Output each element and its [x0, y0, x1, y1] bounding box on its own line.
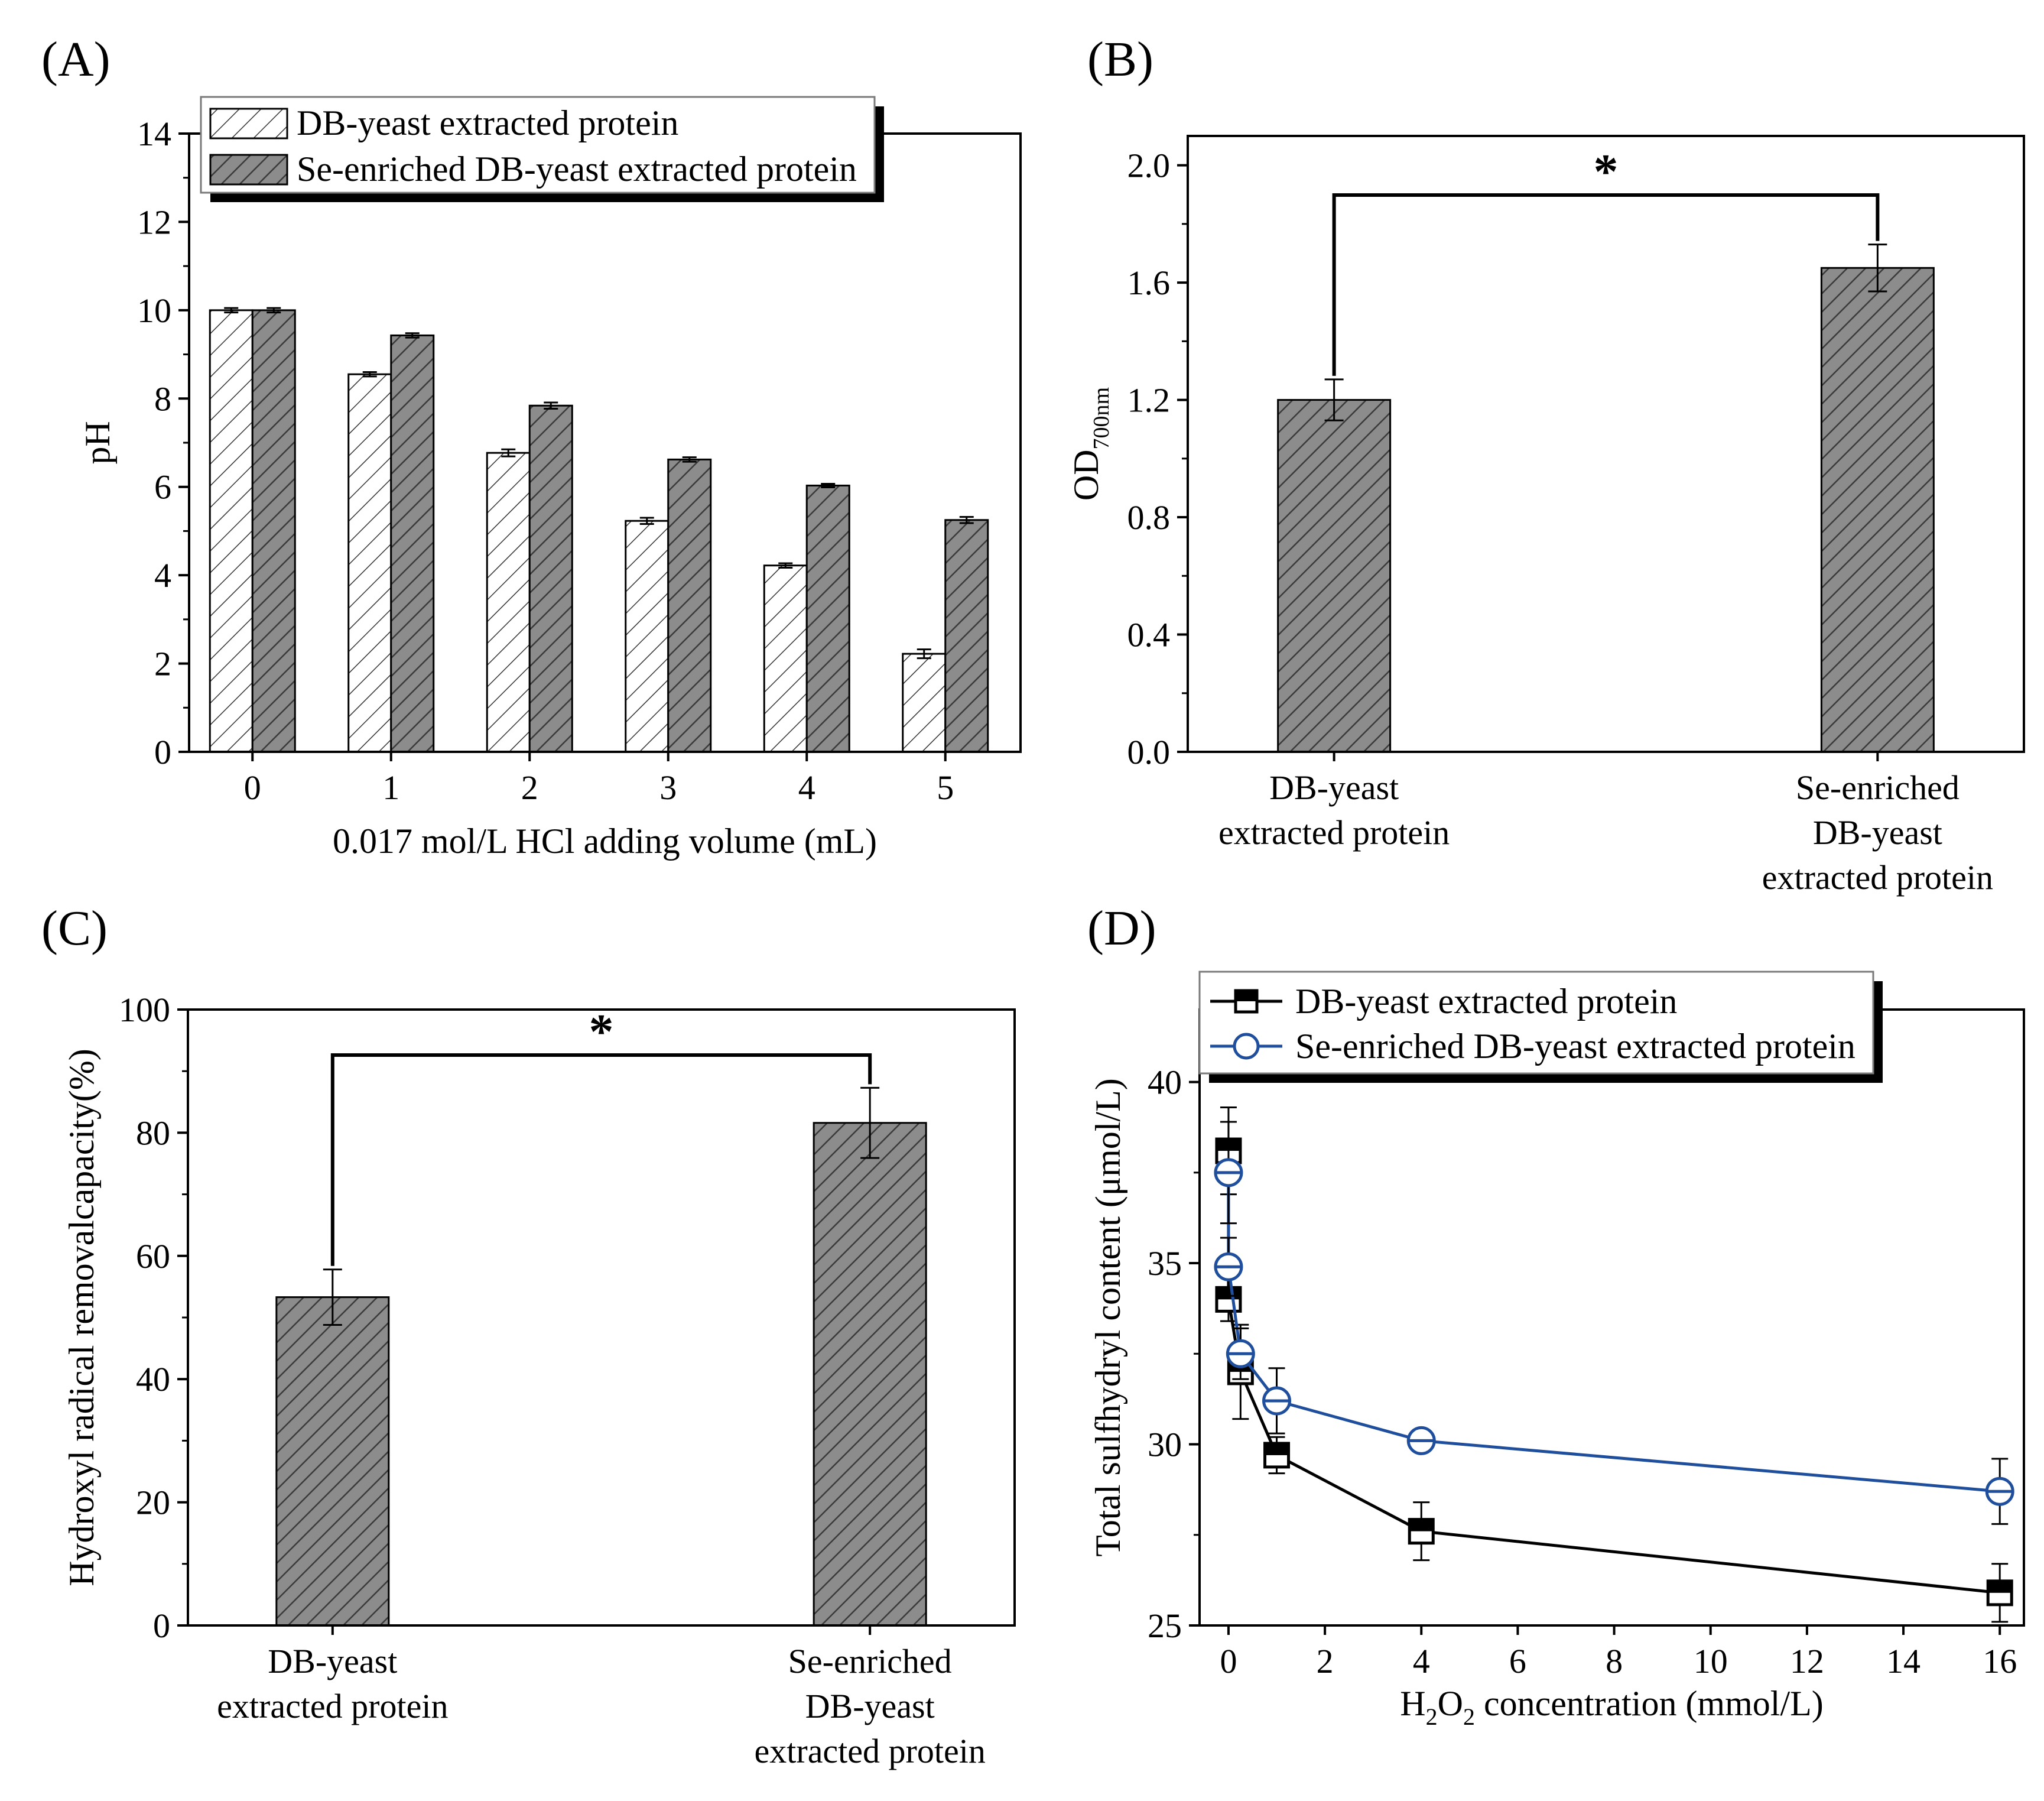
panel-a-legend [200, 96, 876, 194]
panel-c-significance-star: * [589, 1004, 614, 1059]
panel-d-x-tick-label: 14 [1886, 1642, 1920, 1680]
panel-c-y-tick-label: 0 [153, 1607, 170, 1645]
panel-a-x-tick-label: 5 [937, 768, 954, 807]
panel-d-legend-label: DB-yeast extracted protein [1295, 982, 1677, 1021]
panel-d-marker-square-fill [1265, 1443, 1289, 1455]
panel-d-y-tick-label: 25 [1148, 1607, 1182, 1645]
panel-a-bar-se-enriched [944, 519, 989, 753]
panel-a-y-tick-label: 6 [154, 468, 171, 507]
panel-c-y-tick-label: 100 [119, 991, 170, 1029]
panel-d-marker-square-fill [1409, 1519, 1434, 1531]
panel-a-legend-swatch [209, 108, 288, 139]
panel-a-bar-se-enriched [667, 458, 712, 753]
panel-d-x-axis-title: H2O2 concentration (mmol/L) [1400, 1684, 1824, 1730]
panel-c-y-axis-title: Hydroxyl radical removalcapacity(%) [62, 1049, 101, 1586]
panel-c-chart: 0 20 40 60 80 100 DB-yeast extracted protein Se-… [62, 991, 1016, 1770]
panel-b-category-label: Se-enriched DB-yeast extracted protein [1762, 768, 1993, 897]
panel-a-legend-swatch [209, 154, 288, 186]
panel-b-plot-frame [1187, 135, 2025, 753]
panel-b-y-tick-label: 0.4 [1127, 616, 1171, 654]
panel-a-bar-db-yeast [625, 520, 670, 753]
panel-b-chart: 0.0 0.4 0.8 1.2 1.6 2.0 DB-yeast extracted prot… [1067, 135, 2025, 897]
panel-d-x-tick-label: 0 [1220, 1642, 1237, 1680]
panel-d-x-tick-label: 10 [1694, 1642, 1728, 1680]
panel-d-legend-label: Se-enriched DB-yeast extracted protein [1295, 1027, 1855, 1066]
panel-d-x-tick-label: 12 [1790, 1642, 1824, 1680]
panel-a-y-tick-label: 14 [137, 115, 171, 153]
panel-d-x-tick-label: 6 [1509, 1642, 1526, 1680]
panel-d-y-tick-label: 35 [1148, 1244, 1182, 1283]
panel-d-x-tick-label: 16 [1983, 1642, 2017, 1680]
panel-a-y-tick-label: 4 [154, 556, 171, 595]
panel-a-x-axis-title: 0.017 mol/L HCl adding volume (mL) [333, 822, 877, 861]
panel-c-bar [275, 1296, 390, 1627]
panel-b-y-tick-label: 1.2 [1127, 381, 1171, 420]
panel-b-y-axis-title: OD700nm [1067, 387, 1114, 501]
panel-a-x-tick-label: 0 [244, 768, 261, 807]
panel-d-chart: 25 30 35 40 0 2 4 6 8 10 12 14 16 H2O2 concentration … [1088, 971, 2025, 1730]
panel-a-bar-se-enriched [390, 334, 435, 753]
panel-c-bar [813, 1122, 927, 1627]
panel-d-x-tick-label: 8 [1606, 1642, 1623, 1680]
panel-d-line-db-yeast [1227, 1151, 2000, 1595]
panel-a-bar-db-yeast [902, 653, 947, 753]
panel-a-y-tick-label: 12 [137, 203, 171, 241]
panel-d-legend-marker-fill [1236, 991, 1257, 1001]
panel-b-bar [1277, 399, 1392, 753]
panel-a-bar-se-enriched [528, 404, 573, 753]
panel-c-label: (C) [41, 901, 108, 956]
panel-a-bar-db-yeast [763, 564, 808, 753]
panel-d-label: (D) [1087, 901, 1156, 956]
panel-d-legend-marker [1233, 1033, 1260, 1060]
panel-b-y-tick-label: 1.6 [1127, 264, 1171, 302]
panel-a-x-tick-label: 4 [798, 768, 815, 807]
panel-a-plot-frame [188, 132, 1022, 753]
panel-d-y-axis-title: Total sulfhydryl content (μmol/L) [1088, 1078, 1127, 1556]
panel-d-line-se-enriched [1227, 1172, 2000, 1493]
panel-a-x-tick-label: 1 [382, 768, 399, 807]
panel-c-plot-frame [187, 1008, 1016, 1627]
panel-d-y-tick-label: 30 [1148, 1426, 1182, 1464]
panel-a-bar-db-yeast [347, 373, 392, 753]
panel-b-label: (B) [1087, 32, 1153, 87]
panel-b-significance-bracket [1332, 193, 1880, 376]
panel-a-x-tick-label: 2 [521, 768, 538, 807]
panel-d-marker-square-fill [1988, 1581, 2012, 1593]
panel-d-legend [1198, 971, 1874, 1075]
panel-a-y-tick-label: 8 [154, 379, 171, 418]
panel-a-legend-label: Se-enriched DB-yeast extracted protein [297, 150, 857, 189]
panel-b-y-tick-label: 0.8 [1127, 498, 1171, 537]
panel-a-y-tick-label: 0 [154, 733, 171, 771]
panel-a-bar-db-yeast [209, 309, 254, 753]
panel-a-legend-label: DB-yeast extracted protein [297, 103, 678, 142]
panel-b-y-tick-label: 0.0 [1127, 733, 1171, 771]
panel-c-y-tick-label: 80 [136, 1114, 170, 1152]
panel-c-y-tick-label: 40 [136, 1360, 170, 1398]
panel-d-plot-frame [1198, 1008, 2025, 1627]
panel-c-y-tick-label: 60 [136, 1237, 170, 1276]
panel-a-y-tick-label: 2 [154, 645, 171, 683]
panel-a-bar-se-enriched [251, 309, 296, 753]
panel-b-y-tick-label: 2.0 [1127, 147, 1171, 185]
panel-b-category-label: DB-yeast extracted protein [1218, 768, 1450, 852]
panel-d-x-tick-label: 4 [1413, 1642, 1430, 1680]
panel-c-y-tick-label: 20 [136, 1484, 170, 1522]
panel-a-x-tick-label: 3 [659, 768, 677, 807]
panel-a-y-axis-title: pH [78, 421, 117, 464]
panel-d-x-tick-label: 2 [1317, 1642, 1334, 1680]
panel-b-significance-star: * [1594, 144, 1619, 199]
panel-c-significance-bracket [330, 1053, 872, 1266]
panel-c-category-label: DB-yeast extracted protein [217, 1642, 448, 1725]
panel-c-category-label: Se-enriched DB-yeast extracted protein [755, 1642, 986, 1770]
panel-b-bar [1820, 267, 1935, 753]
panel-a-y-tick-label: 10 [137, 291, 171, 330]
panel-a-bar-se-enriched [805, 484, 850, 753]
panel-a-bar-db-yeast [486, 452, 531, 753]
panel-d-y-tick-label: 40 [1148, 1063, 1182, 1102]
panel-a-label: (A) [41, 32, 111, 87]
